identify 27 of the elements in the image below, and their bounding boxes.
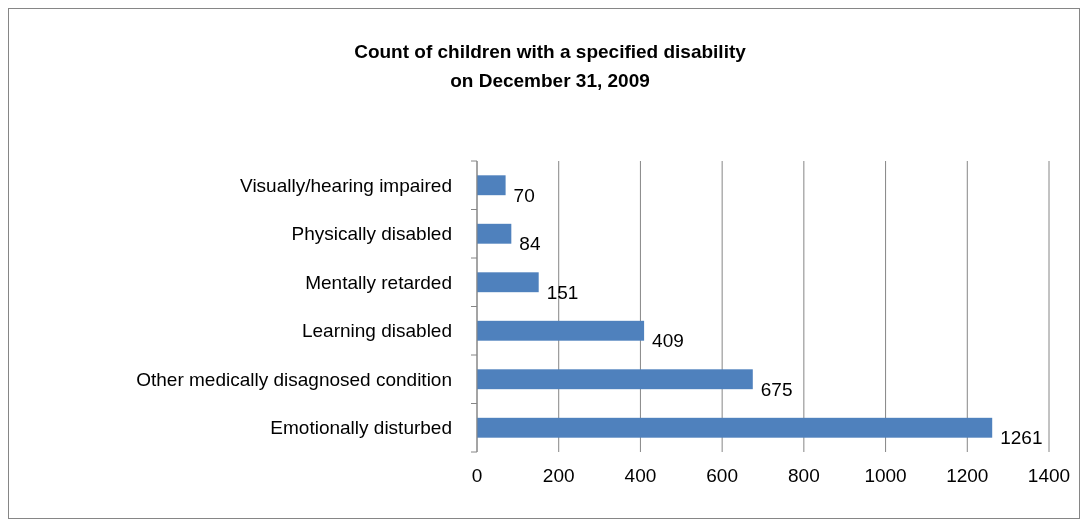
y-tick-label: Visually/hearing impaired: [240, 174, 452, 196]
bar: [477, 320, 645, 341]
bar: [477, 272, 539, 293]
y-tick-label: Mentally retarded: [305, 271, 452, 293]
bar: [477, 175, 506, 196]
bar: [477, 369, 753, 390]
bar: [477, 223, 512, 244]
data-label: 1261: [1000, 427, 1043, 449]
x-tick-label: 800: [788, 465, 820, 486]
x-tick-label: 1000: [864, 465, 907, 486]
x-tick-label: 600: [706, 465, 738, 486]
data-label: 151: [546, 281, 579, 303]
y-tick-label: Learning disabled: [301, 320, 452, 342]
x-tick-label: 400: [624, 465, 657, 486]
data-label: 84: [519, 233, 541, 255]
x-tick-label: 0: [471, 465, 483, 486]
bar: [477, 417, 993, 438]
y-tick-label: Physically disabled: [291, 223, 452, 245]
y-tick-label: Emotionally disturbed: [270, 417, 452, 439]
data-label: 409: [652, 330, 684, 352]
data-label: 70: [513, 184, 535, 206]
data-label: 675: [760, 378, 793, 400]
x-tick-label: 1200: [946, 465, 989, 486]
chart-title: Count of children with a specified disability on December 31, 2009: [354, 41, 747, 91]
y-tick-label: Other medically disagnosed condition: [136, 368, 452, 390]
x-tick-label: 200: [542, 465, 575, 486]
x-tick-label: 1400: [1027, 465, 1071, 486]
